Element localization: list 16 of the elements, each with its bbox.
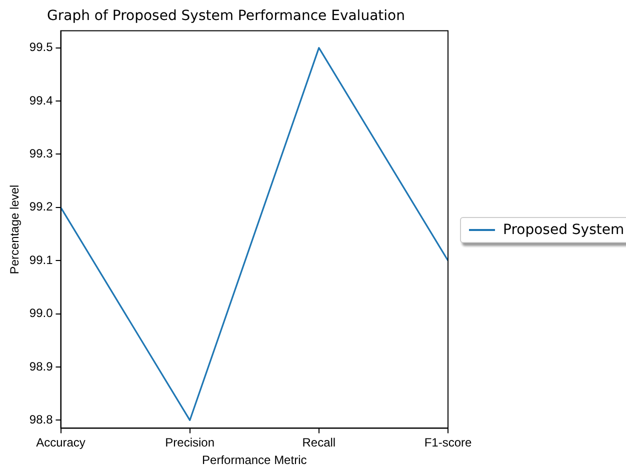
y-axis-title: Percentage level [8, 184, 22, 274]
y-tick-label: 98.9 [29, 359, 54, 374]
chart-title: Graph of Proposed System Performance Evaluation [47, 8, 405, 24]
x-tick-label: F1-score [424, 436, 472, 450]
x-tick-label: Precision [165, 436, 215, 450]
x-axis-title: Performance Metric [202, 453, 307, 468]
y-tick-label: 99.3 [29, 146, 54, 161]
y-tick-label: 99.0 [29, 306, 54, 320]
y-tick-label: 98.8 [29, 412, 54, 427]
x-tick-label: Recall [302, 436, 336, 450]
y-tick-label: 99.2 [29, 200, 54, 214]
legend-label: Proposed System [503, 222, 624, 238]
y-tick-label: 99.1 [29, 252, 54, 267]
x-tick-label: Accuracy [36, 436, 86, 450]
y-tick-label: 99.5 [29, 40, 54, 54]
y-tick-label: 99.4 [29, 93, 54, 108]
